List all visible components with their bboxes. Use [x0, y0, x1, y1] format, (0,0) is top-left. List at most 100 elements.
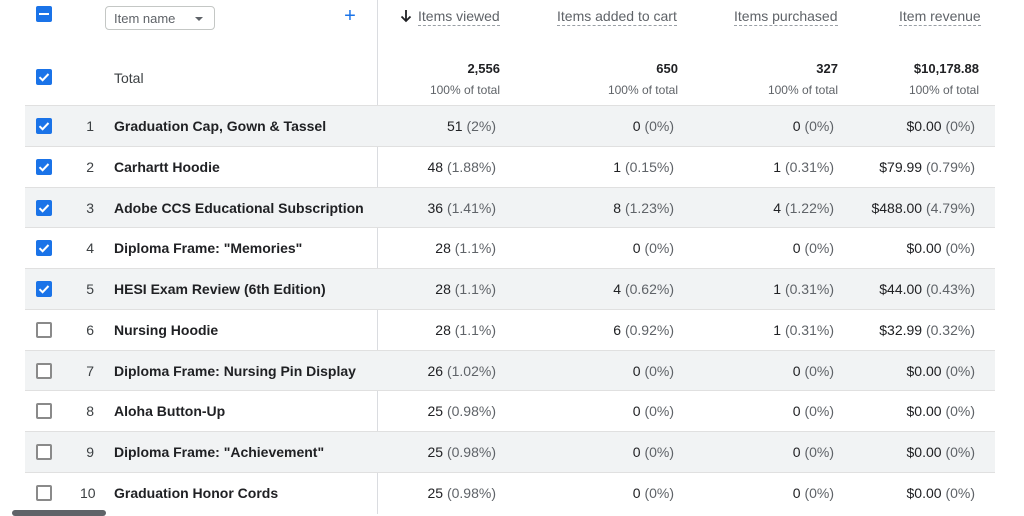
- cell-percent: (0.98%): [446, 444, 496, 460]
- cell-percent: (0%): [804, 240, 834, 256]
- cell-value: $0.00: [906, 485, 942, 501]
- cell-item-revenue: $32.99 (0.32%): [879, 322, 975, 338]
- table-row[interactable]: 9 Diploma Frame: "Achievement" 25 (0.98%) 0…: [25, 431, 995, 472]
- row-checkbox[interactable]: [36, 159, 52, 175]
- cell-value: $0.00: [906, 118, 942, 134]
- table-row[interactable]: 4 Diploma Frame: "Memories" 28 (1.1%) 0 (0%…: [25, 227, 995, 268]
- table-row[interactable]: 6 Nursing Hoodie 28 (1.1%) 6 (0.92%) 1 (0.31…: [25, 309, 995, 350]
- cell-value: 36: [427, 200, 444, 216]
- row-checkbox[interactable]: [36, 281, 52, 297]
- select-all-toggle[interactable]: [36, 6, 52, 22]
- item-name[interactable]: Carhartt Hoodie: [114, 159, 220, 175]
- cell-percent: (0%): [945, 485, 975, 501]
- cell-items-purchased: 0 (0%): [793, 444, 834, 460]
- cell-item-revenue: $0.00 (0%): [907, 485, 976, 501]
- table-row[interactable]: 10 Graduation Honor Cords 25 (0.98%) 0 (0%)…: [25, 472, 995, 513]
- cell-percent: (0%): [804, 444, 834, 460]
- cell-items-added: 0 (0%): [633, 240, 674, 256]
- row-checkbox[interactable]: [36, 118, 52, 134]
- cell-percent: (2%): [466, 118, 496, 134]
- cell-percent: (1.1%): [454, 322, 496, 338]
- horizontal-scrollbar[interactable]: [12, 510, 106, 516]
- cell-value: 1: [773, 159, 782, 175]
- cell-value: 0: [632, 444, 641, 460]
- cell-value: $0.00: [906, 240, 942, 256]
- table-row[interactable]: 7 Diploma Frame: Nursing Pin Display 26 (1…: [25, 350, 995, 391]
- cell-value: 0: [792, 240, 801, 256]
- cell-percent: (1.23%): [624, 200, 674, 216]
- item-name[interactable]: Adobe CCS Educational Subscription: [114, 200, 364, 216]
- column-divider: [377, 0, 378, 514]
- cell-items-viewed: 48 (1.88%): [428, 159, 497, 175]
- row-index: 4: [86, 240, 94, 256]
- table-row[interactable]: 1 Graduation Cap, Gown & Tassel 51 (2%) 0 (…: [25, 105, 995, 146]
- check-icon: [38, 204, 50, 213]
- item-name[interactable]: Diploma Frame: "Memories": [114, 240, 303, 256]
- cell-value: 28: [435, 322, 451, 338]
- row-index: 9: [86, 444, 94, 460]
- totals-label: Total: [114, 70, 144, 86]
- cell-percent: (1.02%): [446, 363, 496, 379]
- cell-percent: (0%): [644, 118, 674, 134]
- column-header-item-revenue[interactable]: Item revenue: [899, 8, 981, 26]
- row-checkbox[interactable]: [36, 444, 52, 460]
- check-icon: [38, 122, 50, 131]
- cell-value: 28: [435, 240, 451, 256]
- row-index: 1: [86, 118, 94, 134]
- column-header-items-purchased[interactable]: Items purchased: [734, 8, 838, 26]
- item-name[interactable]: Diploma Frame: Nursing Pin Display: [114, 363, 356, 379]
- cell-percent: (0%): [644, 444, 674, 460]
- cell-value: $44.00: [879, 281, 923, 297]
- item-name[interactable]: Nursing Hoodie: [114, 322, 219, 338]
- cell-items-purchased: 4 (1.22%): [773, 200, 834, 216]
- cell-percent: (0%): [644, 363, 674, 379]
- table-row[interactable]: 3 Adobe CCS Educational Subscription 36 (1…: [25, 187, 995, 228]
- cell-percent: (0%): [804, 403, 834, 419]
- cell-value: 0: [792, 403, 801, 419]
- column-header-items-viewed[interactable]: Items viewed: [418, 8, 500, 26]
- cell-value: $0.00: [906, 444, 942, 460]
- cell-item-revenue: $0.00 (0%): [907, 240, 976, 256]
- totals-checkbox[interactable]: [36, 69, 52, 85]
- item-name[interactable]: Aloha Button-Up: [114, 403, 226, 419]
- minus-icon: [39, 13, 49, 15]
- caret-down-icon: [195, 17, 203, 21]
- item-name[interactable]: HESI Exam Review (6th Edition): [114, 281, 326, 297]
- item-name[interactable]: Graduation Honor Cords: [114, 485, 279, 501]
- dimension-selector[interactable]: Item name: [105, 6, 215, 30]
- row-checkbox[interactable]: [36, 403, 52, 419]
- cell-percent: (0.98%): [446, 403, 496, 419]
- cell-items-added: 1 (0.15%): [613, 159, 674, 175]
- cell-items-added: 0 (0%): [633, 444, 674, 460]
- row-checkbox[interactable]: [36, 200, 52, 216]
- column-header-items-added-to-cart[interactable]: Items added to cart: [557, 8, 677, 26]
- cell-percent: (0.79%): [925, 159, 975, 175]
- row-checkbox[interactable]: [36, 240, 52, 256]
- total-items-purchased-share: 100% of total: [767, 83, 838, 97]
- cell-items-purchased: 0 (0%): [793, 118, 834, 134]
- row-checkbox[interactable]: [36, 363, 52, 379]
- arrow-down-icon[interactable]: [400, 9, 412, 23]
- cell-value: 4: [773, 200, 782, 216]
- cell-percent: (1.22%): [784, 200, 834, 216]
- cell-item-revenue: $488.00 (4.79%): [871, 200, 975, 216]
- cell-percent: (0.43%): [925, 281, 975, 297]
- cell-items-purchased: 0 (0%): [793, 403, 834, 419]
- cell-value: 0: [792, 118, 801, 134]
- row-checkbox[interactable]: [36, 322, 52, 338]
- cell-items-viewed: 28 (1.1%): [435, 281, 496, 297]
- cell-item-revenue: $79.99 (0.79%): [879, 159, 975, 175]
- item-name[interactable]: Graduation Cap, Gown & Tassel: [114, 118, 327, 134]
- item-name[interactable]: Diploma Frame: "Achievement": [114, 444, 325, 460]
- cell-percent: (0.31%): [784, 159, 834, 175]
- table-row[interactable]: 2 Carhartt Hoodie 48 (1.88%) 1 (0.15%) 1 (0.…: [25, 146, 995, 187]
- add-dimension-button[interactable]: +: [340, 4, 360, 28]
- table-row[interactable]: 8 Aloha Button-Up 25 (0.98%) 0 (0%) 0 (0%) $0…: [25, 390, 995, 431]
- row-index: 5: [86, 281, 94, 297]
- cell-percent: (1.1%): [454, 240, 496, 256]
- table-row[interactable]: 5 HESI Exam Review (6th Edition) 28 (1.1%)…: [25, 268, 995, 309]
- cell-value: 0: [792, 485, 801, 501]
- cell-value: 8: [613, 200, 622, 216]
- cell-percent: (0%): [644, 485, 674, 501]
- row-checkbox[interactable]: [36, 485, 52, 501]
